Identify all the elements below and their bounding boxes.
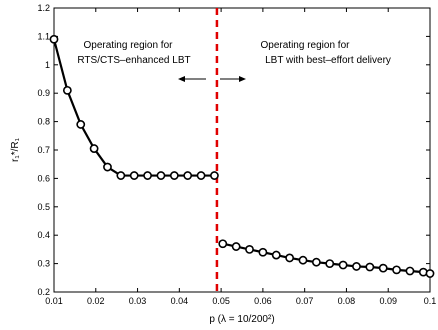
plot-area: [53, 7, 431, 293]
y-axis-label: r₁*/R₁: [10, 137, 21, 162]
y-tick-label: 0.3: [37, 259, 50, 269]
data-point: [271, 250, 281, 260]
x-tick-label: 0.01: [45, 296, 63, 306]
data-point: [156, 171, 166, 180]
data-point: [183, 171, 193, 180]
x-tick-label: 0.02: [87, 296, 105, 306]
data-point: [325, 259, 335, 268]
annotation-right: Operating region for LBT with best–effor…: [261, 40, 391, 66]
data-point: [62, 85, 72, 95]
y-tick-label: 1.2: [37, 3, 50, 13]
y-tick-label: 1.1: [37, 31, 50, 41]
y-tick-label: 0.4: [37, 230, 50, 240]
y-tick-label: 0.2: [37, 287, 50, 297]
data-point: [231, 242, 241, 251]
y-tick-label: 1: [45, 60, 50, 70]
y-tick-label: 0.9: [37, 88, 50, 98]
y-axis-ticks: 0.2 0.3 0.4 0.5 0.6 0.7 0.8 0.9 1 1.1 1.2: [37, 3, 430, 297]
data-point: [258, 247, 268, 257]
data-point: [89, 144, 99, 153]
x-tick-label: 0.06: [254, 296, 272, 306]
data-point: [285, 253, 295, 263]
annotation-left-line2: RTS/CTS–enhanced LBT: [77, 55, 190, 66]
annotation-right-line2: LBT with best–effort delivery: [265, 55, 391, 66]
x-tick-label: 0.04: [171, 296, 189, 306]
y-tick-label: 0.5: [37, 202, 50, 212]
x-tick-label: 0.1: [424, 296, 437, 306]
data-point: [210, 171, 219, 180]
x-tick-label: 0.08: [338, 296, 356, 306]
arrow-right: [220, 76, 246, 82]
data-point: [365, 262, 375, 272]
arrow-left: [178, 76, 206, 82]
y-tick-label: 0.7: [37, 145, 50, 155]
y-tick-label: 0.6: [37, 173, 50, 183]
data-point: [425, 269, 435, 278]
annotation-left: Operating region for RTS/CTS–enhanced LB…: [77, 40, 190, 66]
data-series: [49, 34, 435, 278]
data-point: [245, 244, 254, 254]
x-axis-ticks: 0.01 0.02 0.03 0.04 0.05 0.06 0.07 0.08 0.09 0.1: [45, 8, 436, 306]
data-point: [49, 34, 59, 44]
data-point: [218, 239, 228, 249]
data-point: [352, 262, 361, 271]
data-point: [378, 263, 388, 273]
x-axis-label: p (λ = 10/200²): [209, 314, 274, 325]
annotation-left-line1: Operating region for: [84, 40, 174, 51]
data-point: [116, 171, 126, 180]
data-point: [298, 255, 308, 265]
data-point: [129, 171, 139, 180]
annotation-right-line1: Operating region for: [261, 40, 351, 51]
data-point: [143, 171, 152, 180]
data-point: [405, 266, 415, 276]
x-tick-label: 0.05: [212, 296, 230, 306]
data-point: [76, 120, 86, 129]
y-tick-label: 0.8: [37, 117, 50, 127]
data-point: [196, 171, 206, 180]
x-tick-label: 0.07: [296, 296, 314, 306]
data-point: [169, 171, 179, 180]
x-tick-label: 0.03: [129, 296, 147, 306]
x-tick-label: 0.09: [379, 296, 397, 306]
data-point: [338, 260, 348, 270]
data-point: [311, 257, 321, 267]
data-point: [103, 162, 112, 172]
data-point: [392, 265, 401, 275]
